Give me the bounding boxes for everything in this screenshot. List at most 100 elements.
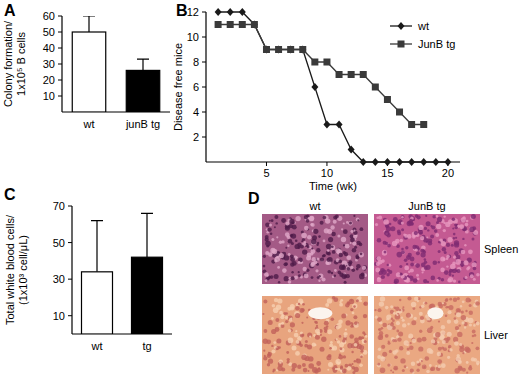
tissue-texture: [276, 348, 279, 351]
tissue-texture: [400, 273, 403, 276]
tissue-texture: [279, 311, 283, 315]
tissue-texture: [316, 248, 320, 252]
panel-label: C: [4, 186, 16, 203]
tissue-texture: [454, 242, 459, 247]
tissue-texture: [327, 252, 331, 256]
tissue-texture: [431, 226, 435, 230]
tissue-texture: [343, 251, 346, 254]
y-tick-label: 8: [193, 56, 199, 68]
tissue-texture: [411, 302, 416, 307]
tissue-texture: [335, 339, 337, 341]
marker: [396, 158, 403, 166]
tissue-texture: [458, 281, 461, 284]
tissue-texture: [356, 299, 359, 302]
tissue-texture: [330, 225, 334, 229]
tissue-texture: [364, 340, 367, 343]
tissue-texture: [473, 267, 477, 271]
tissue-texture: [380, 367, 386, 373]
tissue-texture: [453, 237, 455, 239]
tissue-texture: [290, 322, 295, 327]
tissue-texture: [309, 216, 314, 221]
tissue-texture: [288, 338, 294, 344]
tissue-texture: [316, 361, 321, 366]
tissue-texture: [287, 245, 289, 247]
tissue-texture: [455, 259, 461, 265]
tissue-texture: [320, 347, 325, 352]
tissue-texture: [307, 246, 310, 249]
tissue-texture: [298, 261, 301, 264]
tissue-texture: [455, 237, 457, 239]
tissue-texture: [446, 265, 448, 267]
marker: [360, 71, 367, 78]
marker: [408, 121, 415, 128]
tissue-texture: [327, 249, 330, 252]
tissue-texture: [356, 256, 359, 259]
tissue-texture: [278, 346, 281, 349]
tissue-texture: [283, 312, 286, 315]
tissue-texture: [438, 241, 441, 244]
tissue-texture: [382, 250, 387, 255]
tissue-texture: [276, 236, 278, 238]
tissue-texture: [310, 263, 315, 268]
bars: [72, 16, 159, 112]
tissue-texture: [275, 318, 279, 322]
tissue-texture: [352, 312, 355, 315]
tissue-texture: [340, 348, 345, 353]
tissue-texture: [339, 253, 343, 257]
tissue-texture: [363, 303, 365, 305]
tissue-texture: [469, 323, 472, 326]
tissue-texture: [285, 320, 288, 323]
tissue-texture: [425, 302, 428, 305]
tissue-texture: [459, 360, 462, 363]
tissue-texture: [327, 257, 333, 263]
tissue-texture: [415, 249, 418, 252]
tissue-texture: [350, 308, 353, 311]
axis-label: Total white blood cells/: [4, 214, 16, 325]
tissue-texture: [447, 237, 452, 242]
tissue-texture: [285, 247, 287, 249]
tissue-texture: [454, 319, 459, 324]
tissue-texture: [412, 235, 416, 239]
tissue-texture: [378, 216, 382, 220]
tissue-texture: [309, 263, 315, 269]
tissue-texture: [328, 237, 333, 242]
tissue-texture: [390, 226, 395, 231]
tissue-texture: [436, 279, 439, 282]
tissue-texture: [344, 335, 347, 338]
tissue-texture: [331, 318, 335, 322]
tissue-texture: [292, 221, 295, 224]
tissue-texture: [284, 276, 289, 281]
tissue-texture: [303, 368, 308, 373]
tissue-texture: [393, 350, 397, 354]
tissue-texture: [346, 267, 350, 271]
y-tick-label: 70: [53, 200, 65, 212]
tissue-texture: [409, 345, 414, 350]
tissue-texture: [324, 326, 328, 330]
tissue-texture: [331, 232, 336, 237]
tissue-texture: [448, 310, 452, 314]
tissue-texture: [343, 222, 345, 224]
tissue-texture: [328, 362, 333, 367]
error-bar: [91, 221, 103, 272]
marker: [311, 59, 318, 66]
tissue-texture: [431, 276, 436, 281]
y-tick-label: 50: [53, 237, 65, 249]
tissue-texture: [306, 219, 310, 223]
tissue-texture: [452, 227, 454, 229]
tissue-texture: [357, 219, 359, 221]
tissue-texture: [308, 363, 314, 369]
y-tick: [58, 96, 62, 97]
tissue-texture: [363, 265, 368, 270]
marker: [336, 71, 343, 78]
tissue-texture: [269, 224, 272, 227]
tissue-texture: [340, 299, 343, 302]
tissue-texture: [281, 322, 284, 325]
tissue-texture: [352, 242, 356, 246]
tissue-texture: [323, 254, 326, 257]
tissue-texture: [476, 273, 480, 277]
tissue-texture: [461, 250, 466, 255]
tissue-texture: [377, 363, 380, 366]
tissue-texture: [473, 278, 476, 281]
tissue-texture: [356, 218, 360, 222]
tissue-texture: [399, 265, 402, 268]
